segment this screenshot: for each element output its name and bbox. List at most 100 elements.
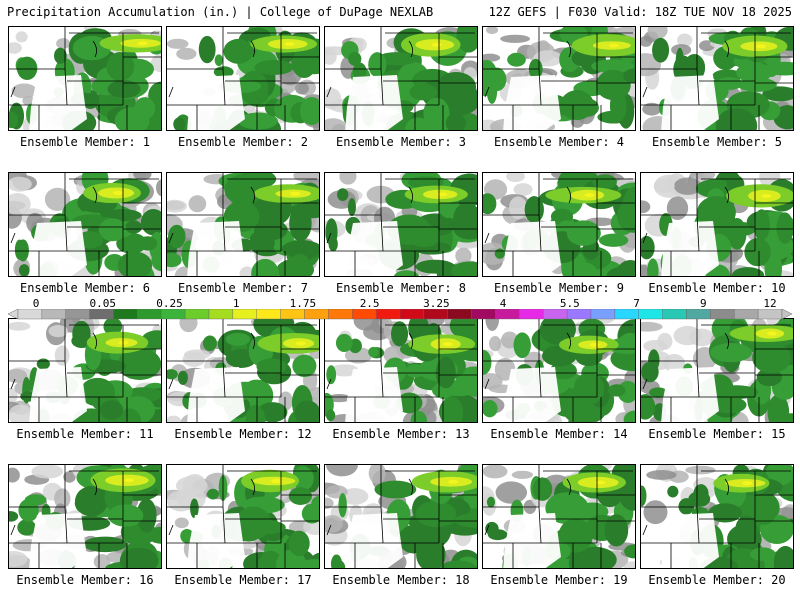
colorbar-swatch xyxy=(161,309,186,320)
colorbar-swatch xyxy=(614,309,639,320)
colorbar-swatch xyxy=(256,309,281,320)
precipitation-map xyxy=(324,172,478,277)
precipitation-map xyxy=(8,464,162,569)
colorbar-swatch xyxy=(590,309,616,320)
precipitation-map xyxy=(640,26,794,131)
map-graphic xyxy=(9,319,161,422)
colorbar-arrow-right xyxy=(781,309,792,320)
member-label: Ensemble Member: 6 xyxy=(19,281,151,295)
colorbar-swatch xyxy=(423,309,448,320)
colorbar-swatch xyxy=(352,309,377,320)
colorbar-swatch xyxy=(686,309,711,320)
colorbar-swatch xyxy=(543,309,568,320)
precipitation-map xyxy=(482,26,636,131)
precipitation-map xyxy=(8,26,162,131)
colorbar-tick-label: 7 xyxy=(633,297,640,310)
map-graphic xyxy=(325,465,477,568)
colorbar-swatch xyxy=(399,309,425,320)
precipitation-map xyxy=(324,318,478,423)
precipitation-map xyxy=(482,464,636,569)
member-label: Ensemble Member: 11 xyxy=(16,427,154,441)
member-label: Ensemble Member: 18 xyxy=(332,573,470,587)
map-graphic xyxy=(167,465,319,568)
map-graphic xyxy=(9,173,161,276)
precipitation-map xyxy=(166,172,320,277)
colorbar-swatch xyxy=(232,309,257,320)
member-label: Ensemble Member: 17 xyxy=(174,573,312,587)
colorbar-tick-label: 3.25 xyxy=(423,297,450,310)
color-legend: 0 0.05 0.25 1 1.75 2.5 3.25 4 5.5 7 9 12 xyxy=(8,297,792,321)
color-legend-bar xyxy=(8,309,792,320)
colorbar-swatch xyxy=(137,309,162,320)
map-graphic xyxy=(167,319,319,422)
colorbar-tick-label: 5.5 xyxy=(559,297,580,310)
map-graphic xyxy=(325,319,477,422)
precipitation-map xyxy=(8,172,162,277)
map-graphic xyxy=(325,173,477,276)
colorbar-swatch xyxy=(471,309,496,320)
colorbar-swatch xyxy=(41,309,66,320)
colorbar-swatch xyxy=(184,309,210,320)
member-label: Ensemble Member: 16 xyxy=(16,573,154,587)
member-label: Ensemble Member: 13 xyxy=(332,427,470,441)
map-graphic xyxy=(9,27,161,130)
map-graphic xyxy=(483,319,635,422)
precipitation-map xyxy=(166,318,320,423)
colorbar-tick-label: 1.75 xyxy=(289,297,317,310)
precipitation-map xyxy=(482,318,636,423)
map-graphic xyxy=(9,465,161,568)
colorbar-swatch xyxy=(757,309,783,320)
colorbar-swatch xyxy=(710,309,735,320)
colorbar-swatch xyxy=(113,309,138,320)
member-label: Ensemble Member: 20 xyxy=(648,573,786,587)
colorbar-swatch xyxy=(328,309,353,320)
precipitation-map xyxy=(640,464,794,569)
member-label: Ensemble Member: 14 xyxy=(490,427,628,441)
colorbar-swatch xyxy=(304,309,329,320)
map-graphic xyxy=(483,27,635,130)
map-graphic xyxy=(641,173,793,276)
precipitation-map xyxy=(166,26,320,131)
colorbar-arrow-left xyxy=(8,309,19,320)
model-run-info: 12Z GEFS | F030 Valid: 18Z TUE NOV 18 20… xyxy=(488,5,792,19)
colorbar-tick-label: 2.5 xyxy=(359,297,380,310)
member-label: Ensemble Member: 12 xyxy=(174,427,312,441)
member-label: Ensemble Member: 8 xyxy=(335,281,467,295)
map-graphic xyxy=(167,27,319,130)
colorbar-swatch xyxy=(662,309,687,320)
colorbar-swatch xyxy=(519,309,544,320)
colorbar-tick-label: 0.25 xyxy=(156,297,183,310)
colorbar-swatch xyxy=(280,309,305,320)
colorbar-swatch xyxy=(734,309,759,320)
colorbar-swatch xyxy=(638,309,663,320)
map-graphic xyxy=(641,319,793,422)
member-label: Ensemble Member: 10 xyxy=(648,281,786,295)
map-graphic xyxy=(167,173,319,276)
member-label: Ensemble Member: 7 xyxy=(177,281,309,295)
map-graphic xyxy=(483,465,635,568)
precipitation-map xyxy=(166,464,320,569)
colorbar-tick-label: 1 xyxy=(232,297,240,310)
colorbar-tick-label: 0.05 xyxy=(89,297,116,310)
member-label: Ensemble Member: 15 xyxy=(648,427,786,441)
precipitation-map xyxy=(324,26,478,131)
precipitation-map xyxy=(640,318,794,423)
precipitation-map xyxy=(8,318,162,423)
member-label: Ensemble Member: 4 xyxy=(493,135,625,149)
map-title: Precipitation Accumulation (in.) | Colle… xyxy=(7,5,434,19)
precipitation-map xyxy=(482,172,636,277)
member-label: Ensemble Member: 19 xyxy=(490,573,628,587)
colorbar-swatch xyxy=(65,309,90,320)
map-graphic xyxy=(325,27,477,130)
colorbar-swatch xyxy=(566,309,592,320)
map-graphic xyxy=(641,27,793,130)
precipitation-map xyxy=(324,464,478,569)
member-label: Ensemble Member: 9 xyxy=(493,281,625,295)
colorbar-swatch xyxy=(495,309,520,320)
colorbar-swatch xyxy=(208,309,234,320)
colorbar-swatch xyxy=(17,309,43,320)
member-label: Ensemble Member: 1 xyxy=(19,135,151,149)
colorbar-tick-label: 4 xyxy=(499,297,507,310)
member-label: Ensemble Member: 2 xyxy=(177,135,309,149)
colorbar-swatch xyxy=(89,309,114,320)
